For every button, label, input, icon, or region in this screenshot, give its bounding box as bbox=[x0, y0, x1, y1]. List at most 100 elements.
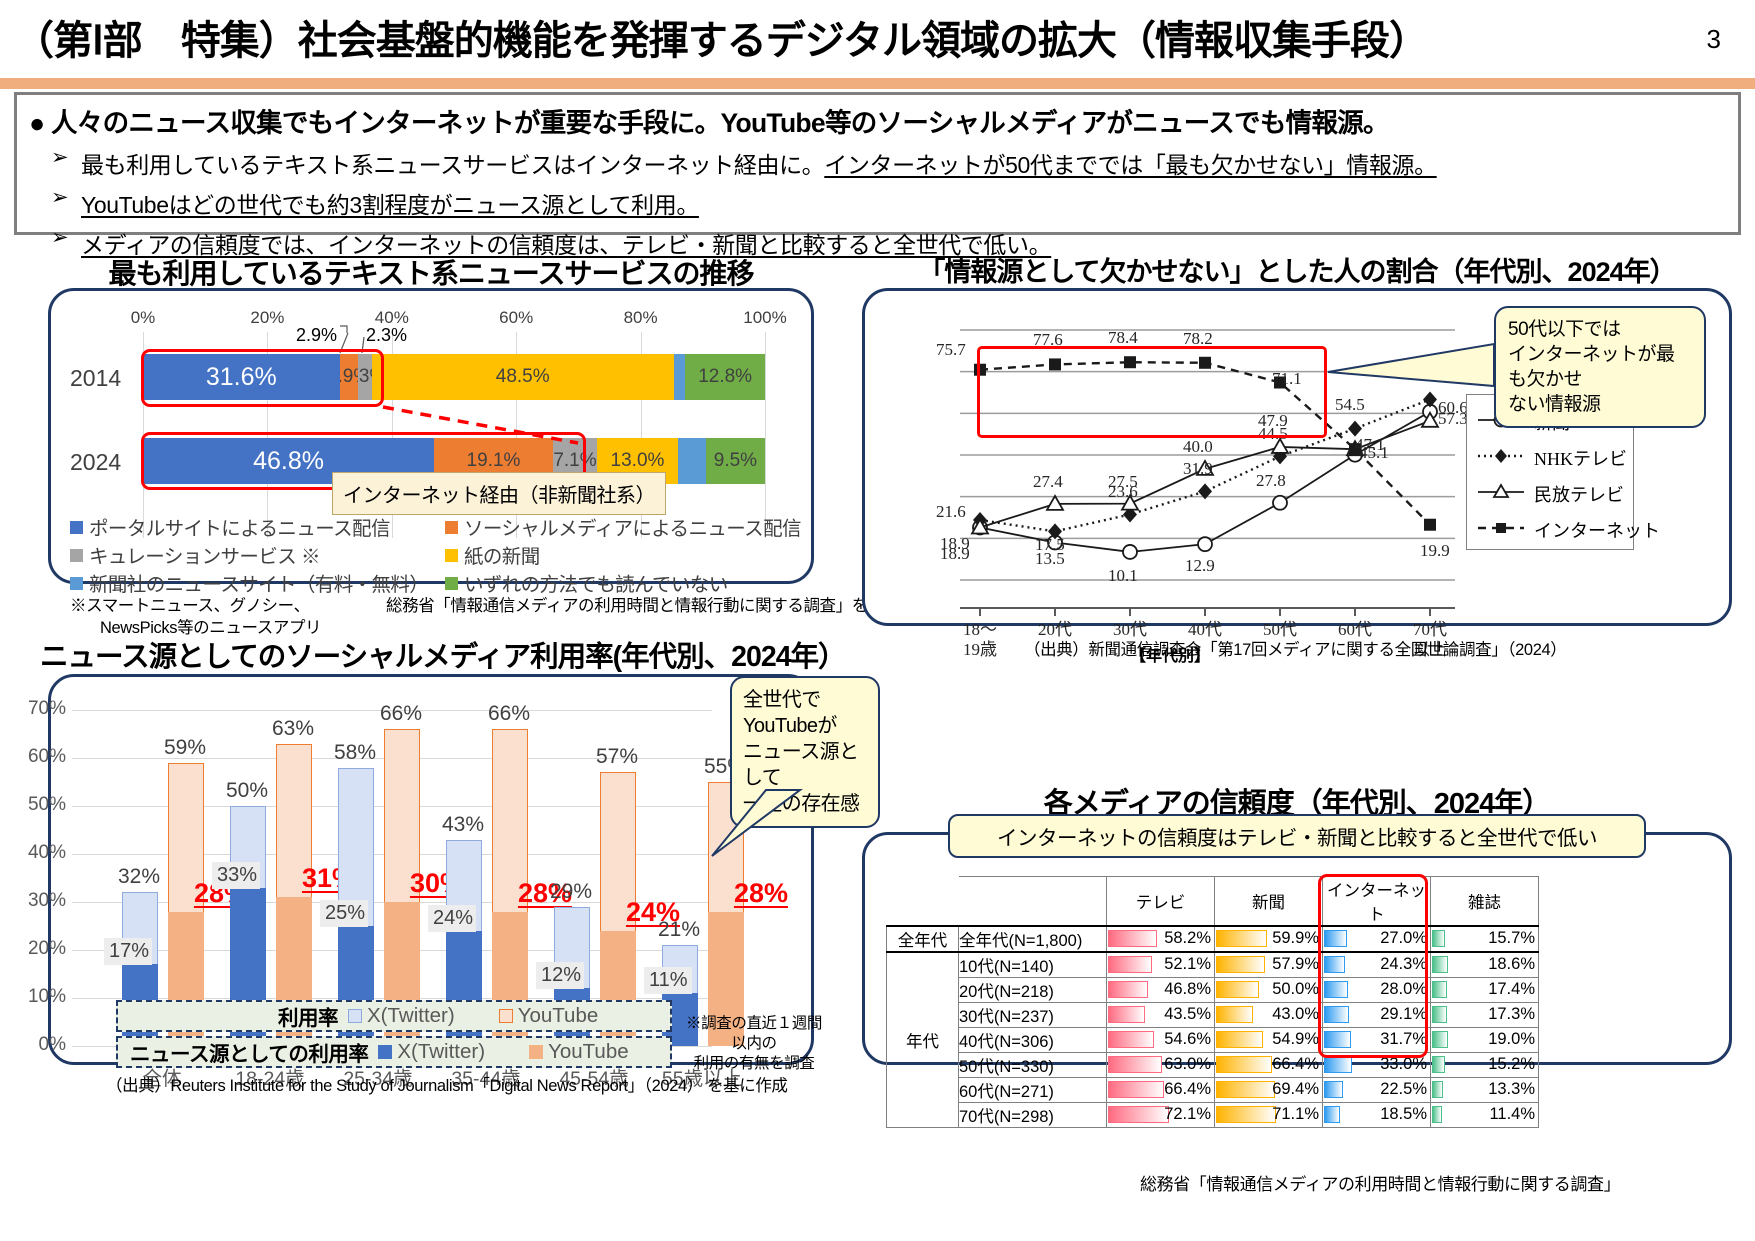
chart1-legend-item: いずれの方法でも読んでいない bbox=[445, 568, 728, 597]
chart1-gridline bbox=[765, 332, 766, 538]
chart2-data-point bbox=[1272, 494, 1288, 511]
table-row-label: 60代(N=271) bbox=[958, 1077, 1107, 1103]
table-value: 31.7% bbox=[1380, 1030, 1427, 1048]
chart2-data-point bbox=[1423, 391, 1437, 408]
legend-swatch-icon bbox=[445, 521, 458, 534]
chart2-xtick-label: 20代 bbox=[1038, 620, 1072, 639]
chart3-label-yt-news: 28% bbox=[517, 877, 573, 908]
chart4-source: 総務省「情報通信メディアの利用時間と情報行動に関する調査」 bbox=[1140, 1175, 1621, 1194]
page-title: （第Ⅰ部 特集）社会基盤的機能を発揮するデジタル領域の拡大（情報収集手段） bbox=[14, 19, 1429, 63]
table-value: 15.2% bbox=[1488, 1055, 1535, 1073]
chart3-legend-usage-x: X(Twitter) bbox=[348, 1004, 455, 1028]
table-bar-fill bbox=[1216, 1005, 1253, 1023]
chart1-xtick: 60% bbox=[499, 308, 534, 327]
table-value-cell: 66.4% bbox=[1214, 1052, 1323, 1078]
chart3-note: ※調査の直近１週間以内の 利用の有無を調査 bbox=[686, 1015, 822, 1073]
chart2-data-label: 18.9 bbox=[940, 543, 970, 563]
table-value-cell: 43.5% bbox=[1106, 1002, 1215, 1028]
table-value-cell: 50.0% bbox=[1214, 977, 1323, 1003]
chart1-legend-item: 新聞社のニュースサイト（有料・無料） bbox=[70, 568, 429, 597]
table-value: 54.9% bbox=[1272, 1030, 1319, 1048]
table-value-cell: 69.4% bbox=[1214, 1077, 1323, 1103]
chart3-legend-usage-title: 利用率 bbox=[278, 1007, 339, 1030]
table-group-label: 年代 bbox=[886, 951, 959, 1128]
chart3-xtick: 25-34歳 bbox=[343, 1068, 413, 1090]
table-bar-fill bbox=[1432, 1080, 1444, 1098]
chart2-legend-label: 民放テレビ bbox=[1534, 485, 1624, 505]
chart1-row-label: 2014 bbox=[70, 365, 122, 391]
chart1-legend-label: 紙の新聞 bbox=[464, 546, 540, 568]
chart3-label-yt-usage: 66% bbox=[487, 702, 531, 726]
chart2-data-label: 27.4 bbox=[1033, 471, 1063, 491]
table-value-cell: 27.0% bbox=[1322, 925, 1431, 953]
table-bar-fill bbox=[1216, 980, 1259, 998]
table-value-cell: 57.9% bbox=[1214, 951, 1323, 978]
table-bar-fill bbox=[1108, 980, 1148, 998]
chart3-legend-usage-yt: YouTube bbox=[498, 1004, 598, 1028]
table-value: 59.9% bbox=[1272, 929, 1319, 947]
chart1-title: 最も利用しているテキスト系ニュースサービスの推移 bbox=[108, 258, 755, 289]
chart1-xtick: 0% bbox=[130, 308, 156, 327]
table-col-header: 雑誌 bbox=[1430, 876, 1539, 927]
lead-bullet-3: ➢ メディアの信頼度では、インターネットの信頼度は、テレビ・新聞と比較すると全世代… bbox=[29, 226, 1728, 260]
table-row: 50代(N=330) 63.0% 66.4% 33.0% 15.2% bbox=[887, 1052, 1539, 1078]
chart2-data-label: 47.1 bbox=[1355, 435, 1385, 455]
table-value: 66.4% bbox=[1272, 1055, 1319, 1073]
table-value: 50.0% bbox=[1272, 980, 1319, 998]
chart2-data-label: 78.2 bbox=[1183, 328, 1213, 348]
chart1-xtick: 80% bbox=[623, 308, 658, 327]
chart3-label-yt-usage: 59% bbox=[163, 735, 207, 759]
chart1-xtick: 20% bbox=[250, 308, 285, 327]
table-value: 58.2% bbox=[1164, 929, 1211, 947]
chart3-label-x-usage: 29% bbox=[549, 879, 593, 903]
chart1-row-label: 2024 bbox=[70, 449, 122, 475]
chart3-title: ニュース源としてのソーシャルメディア利用率(年代別、2024年） bbox=[40, 641, 847, 673]
chart3-ytick: 10% bbox=[27, 986, 66, 1007]
chart3-label-x-usage: 32% bbox=[117, 865, 161, 889]
table-row: 全年代 全年代(N=1,800) 58.2% 59.9% 27.0% 15.7% bbox=[886, 925, 1539, 953]
table-value: 13.3% bbox=[1488, 1080, 1535, 1098]
table-header-row: テレビ 新聞 インターネット 雑誌 bbox=[886, 876, 1539, 927]
table-bar-fill bbox=[1432, 1030, 1449, 1048]
legend-swatch-icon bbox=[348, 1009, 362, 1023]
chart2-data-label: 19.9 bbox=[1420, 540, 1450, 560]
chart2-data-label: 18.9 bbox=[940, 533, 970, 553]
table-value: 19.0% bbox=[1488, 1030, 1535, 1048]
bullet-arrow-icon: ➢ bbox=[51, 146, 69, 169]
chart3-legend-news-x: X(Twitter) bbox=[378, 1040, 485, 1064]
chart2-data-label: 71.1 bbox=[1272, 368, 1302, 388]
table-row-label: 全年代(N=1,800) bbox=[958, 925, 1107, 953]
legend-swatch-icon bbox=[378, 1045, 393, 1059]
chart2-xtick-label: 30代 bbox=[1113, 620, 1147, 639]
table-bar-fill bbox=[1324, 1005, 1349, 1023]
table-value: 24.3% bbox=[1380, 955, 1427, 973]
table-value: 18.6% bbox=[1488, 955, 1535, 973]
table-row-label: 10代(N=140) bbox=[958, 951, 1107, 978]
legend-swatch-icon bbox=[70, 521, 83, 534]
chart2-data-label: 65.0 bbox=[1422, 365, 1452, 385]
chart3-label-x-news: 12% bbox=[536, 962, 584, 990]
chart2-data-label: 27.5 bbox=[1108, 471, 1138, 491]
chart2-data-point bbox=[1122, 544, 1138, 560]
chart1-gridline bbox=[267, 332, 269, 538]
chart2-xtick-label: 60代 bbox=[1338, 620, 1372, 639]
chart2-legend-label: NHKテレビ bbox=[1534, 449, 1627, 469]
chart1-legend-label: ポータルサイトによるニュース配信 bbox=[89, 518, 390, 540]
chart1-stacked-bar: 46.8% 19.1% 7.1% 13.0% 9.5% bbox=[143, 438, 765, 484]
table-value-cell: 13.3% bbox=[1430, 1077, 1539, 1103]
chart2-title: 「情報源として欠かせない」とした人の割合（年代別、2024年） bbox=[918, 257, 1676, 287]
chart2-data-point bbox=[1198, 483, 1212, 500]
chart1-xtick: 100% bbox=[743, 308, 787, 327]
chart3-label-x-usage: 58% bbox=[333, 740, 377, 764]
chart1-outside-label-2: 2.3% bbox=[366, 325, 408, 345]
table-value: 18.5% bbox=[1380, 1105, 1427, 1123]
lead-bullet-2: ➢ YouTubeはどの世代でも約3割程度がニュース源として利用。 bbox=[29, 186, 1728, 220]
lead-bullet-1-underlined: インターネットが50代まででは「最も欠かせない」情報源。 bbox=[824, 152, 1437, 178]
chart3-label-x-news: 11% bbox=[644, 967, 692, 995]
table-value-cell: 46.8% bbox=[1106, 977, 1215, 1003]
chart2-data-label: 17.5 bbox=[1035, 535, 1065, 555]
chart3-callout: 全世代で YouTubeが ニュース源として 一定の存在感 bbox=[730, 676, 880, 828]
chart3-label-x-usage: 21% bbox=[657, 918, 701, 942]
lead-bullet-2-underlined: YouTubeはどの世代でも約3割程度がニュース源として利用。 bbox=[81, 192, 699, 218]
table-value: 29.1% bbox=[1380, 1005, 1427, 1023]
